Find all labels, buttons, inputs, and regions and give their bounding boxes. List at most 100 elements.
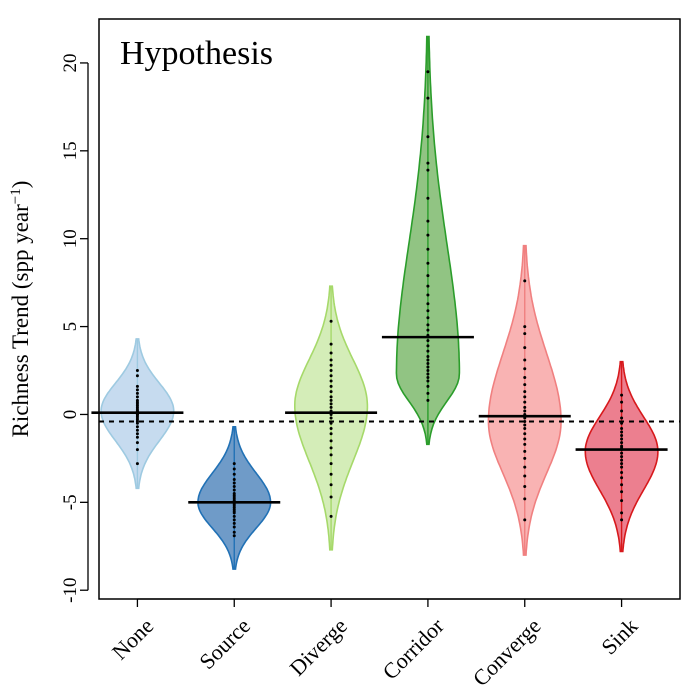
data-point (523, 332, 527, 336)
data-point (620, 416, 624, 420)
violin-corridor (381, 35, 474, 446)
data-point (620, 499, 624, 503)
data-point (426, 96, 430, 100)
plot-frame (98, 18, 681, 600)
data-point (620, 400, 624, 404)
data-point (329, 495, 333, 499)
data-point (426, 274, 430, 278)
violin-converge (478, 244, 571, 556)
data-point (620, 409, 624, 413)
y-tick-label: 10 (60, 229, 81, 248)
data-point (329, 384, 333, 388)
data-point (426, 328, 430, 332)
data-point (329, 398, 333, 402)
data-point (620, 483, 624, 487)
data-point (329, 483, 333, 487)
x-tick-label-source: Source (194, 613, 255, 674)
data-point (523, 358, 527, 362)
data-point (426, 365, 430, 369)
data-point (426, 369, 430, 373)
data-point (523, 437, 527, 441)
data-point (426, 219, 430, 223)
data-point (232, 521, 236, 525)
violin-diverge (285, 285, 378, 551)
data-point (523, 423, 527, 427)
data-point (426, 349, 430, 353)
data-point (620, 465, 624, 469)
data-point (135, 432, 139, 436)
y-tick-label: 15 (60, 141, 81, 160)
data-point (620, 437, 624, 441)
data-point (135, 395, 139, 399)
data-point (232, 472, 236, 476)
data-point (232, 492, 236, 496)
data-point (523, 465, 527, 469)
data-point (620, 518, 624, 522)
data-point (523, 367, 527, 371)
data-point (426, 344, 430, 348)
data-point (329, 462, 333, 466)
data-point (426, 168, 430, 172)
data-point (329, 405, 333, 409)
y-tick-label: 5 (60, 322, 81, 332)
data-point (523, 376, 527, 380)
data-point (329, 472, 333, 476)
data-point (135, 374, 139, 378)
data-point (135, 369, 139, 373)
data-point (329, 446, 333, 450)
data-point (135, 388, 139, 392)
data-point (426, 293, 430, 297)
data-point (426, 135, 430, 139)
data-point (523, 346, 527, 350)
data-point (620, 470, 624, 474)
data-point (620, 427, 624, 431)
data-point (523, 474, 527, 478)
y-tick-label: 0 (60, 410, 81, 420)
data-point (329, 390, 333, 394)
data-point (523, 427, 527, 431)
data-point (523, 279, 527, 283)
data-point (232, 477, 236, 481)
x-tick-label-corridor: Corridor (378, 613, 450, 685)
data-point (232, 488, 236, 492)
data-point (523, 325, 527, 329)
data-point (329, 379, 333, 383)
x-tick-label-sink: Sink (596, 613, 642, 659)
data-point (620, 444, 624, 448)
data-point (329, 363, 333, 367)
y-axis-title-main: Richness Trend (spp year (8, 204, 33, 438)
data-point (135, 425, 139, 429)
data-point (426, 233, 430, 237)
data-point (523, 485, 527, 489)
data-point (523, 442, 527, 446)
data-point (426, 196, 430, 200)
violin-none (91, 338, 184, 490)
data-point (426, 379, 430, 383)
data-point (329, 402, 333, 406)
y-tick-label: -5 (60, 494, 81, 510)
data-point (329, 342, 333, 346)
data-point (620, 455, 624, 459)
y-axis-title: Richness Trend (spp year−1) (8, 181, 33, 438)
y-tick-label: 20 (60, 53, 81, 72)
data-point (620, 434, 624, 438)
data-point (329, 351, 333, 355)
data-point (523, 405, 527, 409)
data-point (135, 391, 139, 395)
data-point (620, 462, 624, 466)
data-point (523, 409, 527, 413)
y-axis-title-superscript: −1 (8, 188, 24, 204)
data-point (523, 390, 527, 394)
data-point (426, 284, 430, 288)
data-point (232, 525, 236, 529)
data-point (135, 398, 139, 402)
data-point (426, 372, 430, 376)
x-axis: None Source Diverge Corridor Converge Sink (107, 598, 642, 691)
x-tick-label-converge: Converge (468, 613, 546, 691)
data-point (329, 421, 333, 425)
data-point (523, 432, 527, 436)
data-point (329, 514, 333, 518)
data-point (620, 451, 624, 455)
data-point (426, 70, 430, 74)
data-point (523, 449, 527, 453)
